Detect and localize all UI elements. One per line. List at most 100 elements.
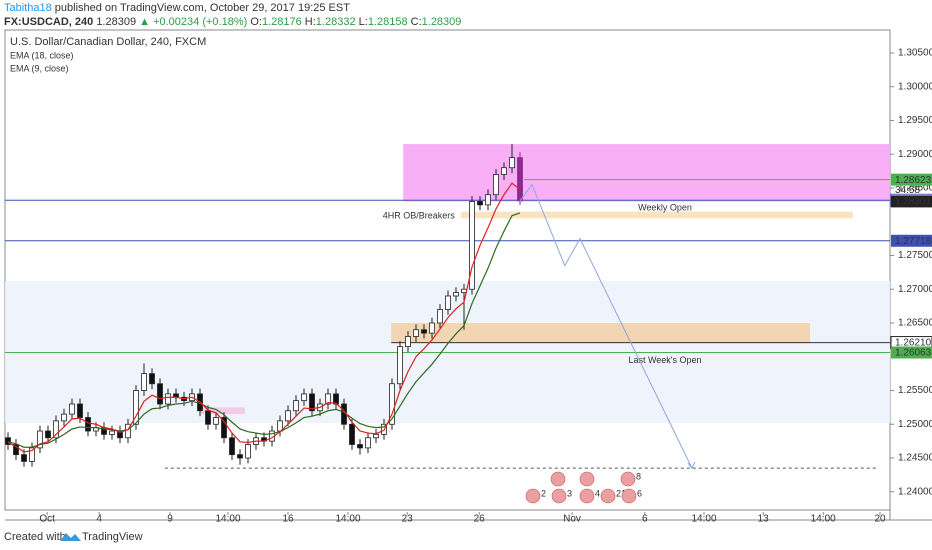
candle-body xyxy=(453,292,459,297)
chart-title: U.S. Dollar/Canadian Dollar, 240, FXCM xyxy=(10,36,206,48)
candle-body xyxy=(5,437,11,445)
candle-body xyxy=(365,437,371,449)
x-tick-label: 14:00 xyxy=(811,514,836,525)
plot: 4HR OB/Breakers 1.30500 1.30000 1.29500 1.29… xyxy=(5,48,932,525)
footer-brand: TradingView xyxy=(82,531,143,543)
event-count: 8 xyxy=(636,471,641,481)
y-tick-label: 1.29000 xyxy=(898,149,932,160)
candle-body xyxy=(421,329,427,334)
candle-body xyxy=(405,336,411,348)
zone-label: 4HR OB/Breakers xyxy=(383,210,456,220)
event-count: 4 xyxy=(595,488,600,498)
y-tick-label: 1.25500 xyxy=(898,385,932,396)
y-tick-label: 1.27500 xyxy=(898,250,932,261)
x-tick-label: 23 xyxy=(402,514,414,525)
candle-body xyxy=(13,444,19,456)
x-tick-label: 4 xyxy=(96,514,102,525)
event-icon xyxy=(579,488,595,504)
event-count: 6 xyxy=(637,488,642,498)
event-icon xyxy=(621,488,637,504)
candle-body xyxy=(309,393,315,412)
y-tick-label: 1.29500 xyxy=(898,115,932,126)
c-label: C: xyxy=(411,16,422,28)
candle-body xyxy=(229,437,235,456)
event-icon xyxy=(525,488,541,504)
candle-body xyxy=(53,420,59,439)
price-badge-label: 1.26063 xyxy=(895,348,932,359)
x-tick-label: 14:00 xyxy=(691,514,716,525)
price-badge xyxy=(891,346,932,359)
candle-body xyxy=(29,447,35,462)
candle-body xyxy=(149,373,155,385)
l: 1.28158 xyxy=(368,16,408,28)
candle-body xyxy=(517,157,523,202)
projection-arrowhead xyxy=(687,461,696,470)
candle-body xyxy=(45,430,51,439)
header-line-2: FX:USDCAD, 240 1.28309 ▲ +0.00234 (+0.18… xyxy=(4,16,461,28)
candle-body xyxy=(389,383,395,425)
x-tick-label: Nov xyxy=(563,514,581,525)
candle-body xyxy=(357,444,363,449)
h: 1.28332 xyxy=(316,16,356,28)
c: 1.28309 xyxy=(422,16,462,28)
price-badge-label: 1.28301 xyxy=(895,197,932,208)
candle-body xyxy=(397,346,403,385)
x-tick-label: Oct xyxy=(39,514,55,525)
candle-body xyxy=(373,433,379,439)
candle-body xyxy=(213,417,219,425)
y-tick-label: 1.25000 xyxy=(898,419,932,430)
event-icon xyxy=(600,488,616,504)
footer: Created with TradingView xyxy=(4,531,143,543)
price-badge-label: 1.27718 xyxy=(895,236,932,247)
price-badge xyxy=(891,234,932,247)
candle-body xyxy=(85,417,91,432)
event-count: 3 xyxy=(567,488,572,498)
legend-entry: EMA (18, close) xyxy=(10,50,74,60)
price-badge xyxy=(891,195,932,208)
candle-body xyxy=(109,430,115,435)
candle-body xyxy=(485,194,491,206)
x-tick-label: 13 xyxy=(758,514,770,525)
zone xyxy=(403,144,890,202)
candle-body xyxy=(133,390,139,425)
price-badge-label: 1.26210 xyxy=(895,338,932,349)
event-icon xyxy=(550,471,566,487)
candle-body xyxy=(325,393,331,405)
candle-body xyxy=(293,400,299,412)
x-tick-label: 16 xyxy=(282,514,294,525)
event-icon xyxy=(620,471,636,487)
level-note: Weekly Open xyxy=(638,203,692,213)
x-tick-label: 26 xyxy=(474,514,486,525)
y-tick-label: 1.28500 xyxy=(898,183,932,194)
projection-path xyxy=(519,183,693,469)
candle-body xyxy=(445,295,451,310)
event-icon xyxy=(551,488,567,504)
candle-body xyxy=(413,329,419,337)
level-note: Last Week's Open xyxy=(628,355,701,365)
event-icon xyxy=(579,471,595,487)
candle-body xyxy=(509,157,515,169)
candle-body xyxy=(477,201,483,206)
x-tick-label: 14:00 xyxy=(215,514,240,525)
y-tick-label: 1.26500 xyxy=(898,318,932,329)
o-label: O: xyxy=(250,16,262,28)
candle-body xyxy=(501,167,507,175)
candle-body xyxy=(349,423,355,445)
candle-body xyxy=(237,454,243,459)
y-tick-label: 1.30000 xyxy=(898,81,932,92)
candle-body xyxy=(437,309,443,324)
published: published on TradingView.com, October 29… xyxy=(55,2,350,14)
ema-line xyxy=(7,212,521,448)
price-badge xyxy=(891,173,932,186)
candle-body xyxy=(245,444,251,459)
candle-body xyxy=(301,393,307,402)
y-tick-label: 1.30500 xyxy=(898,48,932,59)
x-tick-label: 6 xyxy=(642,514,648,525)
y-tick-label: 1.24000 xyxy=(898,486,932,497)
symbol: FX:USDCAD, 240 xyxy=(4,16,93,28)
candle-body xyxy=(469,201,475,290)
candle-body xyxy=(37,430,43,449)
zone xyxy=(391,322,810,344)
candle-body xyxy=(69,403,75,415)
